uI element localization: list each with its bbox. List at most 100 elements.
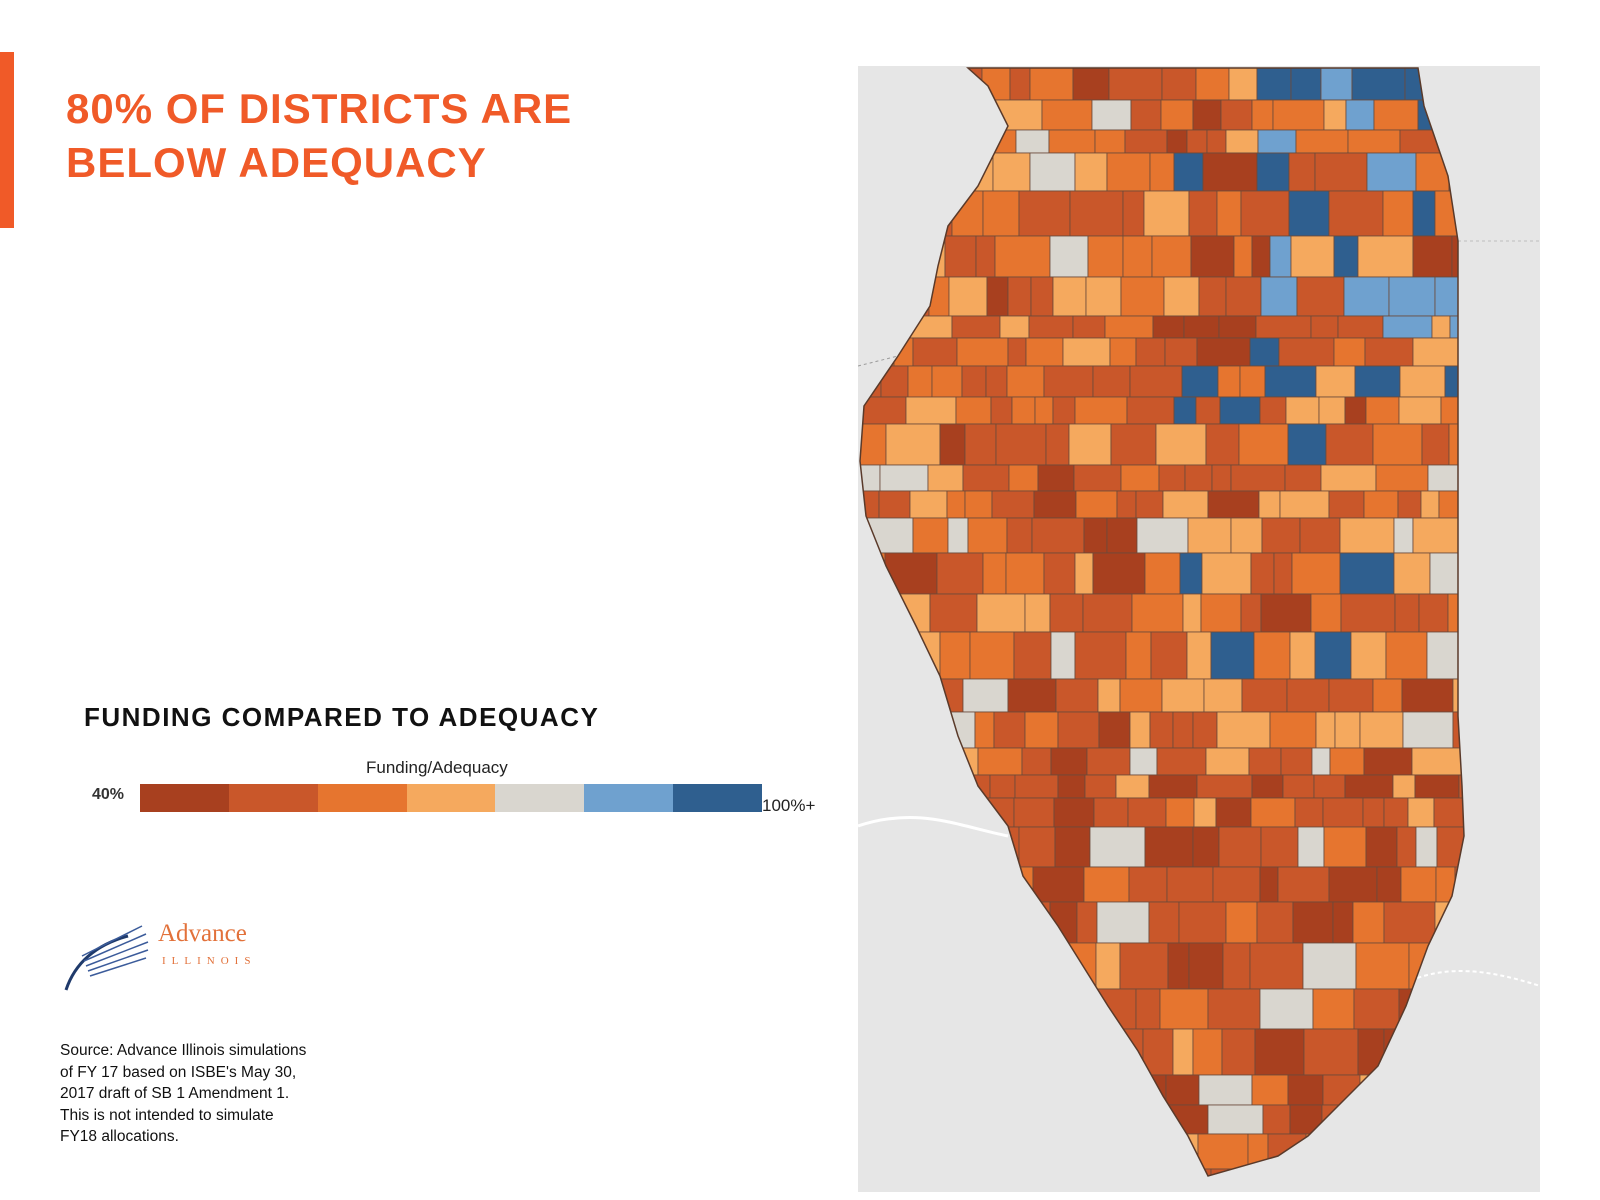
district [927,464,964,492]
district [1128,866,1168,903]
district [1024,593,1051,633]
district [1273,552,1293,595]
district [939,423,966,466]
legend-swatch-1 [140,784,229,812]
district [1172,711,1194,749]
district [1043,552,1076,595]
district [1083,866,1130,903]
district [1325,423,1374,466]
district [1412,517,1464,554]
district [1203,678,1243,713]
district [1393,517,1414,554]
district [931,365,963,398]
district [1160,99,1194,131]
district [1120,276,1165,317]
district [1120,464,1160,492]
district [1033,490,1077,519]
district [1207,988,1261,1030]
district [1018,190,1071,237]
district [1431,315,1451,339]
district [1110,423,1157,466]
district [1383,901,1436,944]
district [1363,747,1413,776]
district [1074,552,1094,595]
district [1143,190,1190,237]
district [1400,866,1437,903]
district [1043,365,1094,398]
district [1310,315,1339,339]
district [1359,711,1404,749]
district [1420,490,1440,519]
district [1148,901,1180,944]
district [1075,490,1118,519]
district [1228,68,1258,101]
district [969,631,1015,680]
district [982,190,1020,237]
district [1296,276,1345,317]
district [1155,423,1207,466]
district [1030,276,1054,317]
source-note: Source: Advance Illinois simulations of … [60,1042,307,1145]
legend-swatch-5 [495,784,585,812]
district [1048,129,1096,154]
district [1074,631,1127,680]
district [1073,464,1122,492]
district [1050,631,1076,680]
district [1269,235,1292,278]
district [1198,1074,1253,1106]
district [1376,866,1402,903]
district [1357,235,1414,278]
district [1200,593,1242,633]
district [1005,552,1045,595]
district [907,365,933,398]
district [955,396,992,425]
district [947,517,969,554]
district [1009,68,1031,101]
legend-min-label: 40% [92,786,125,803]
district [1287,423,1327,466]
district [1210,631,1255,680]
district [1250,797,1296,828]
district [999,315,1030,339]
district [1230,517,1263,554]
district [1053,797,1095,828]
district [1332,901,1354,944]
district [1108,68,1163,101]
district [1119,678,1163,713]
district [1333,235,1359,278]
district [1347,129,1401,154]
district [1211,464,1232,492]
district [1206,129,1227,154]
district [1225,901,1258,944]
district [1166,866,1214,903]
district [1328,678,1374,713]
district [1382,315,1433,339]
district [1201,552,1252,595]
district [1049,593,1084,633]
district [939,631,971,680]
district [1008,464,1039,492]
district [1167,942,1190,990]
district [1178,901,1227,944]
district [1186,631,1212,680]
district [964,490,993,519]
title-line-1: 80% OF DISTRICTS ARE [66,85,573,132]
district [1156,747,1207,776]
district [1093,797,1129,828]
district [1007,276,1032,317]
district [994,235,1051,278]
district [1205,423,1240,466]
district [1159,988,1209,1030]
district [1407,797,1435,828]
district [1013,797,1055,828]
district [1025,337,1064,367]
district [1230,464,1286,492]
district [1057,774,1086,799]
district [1402,711,1454,749]
district [1129,747,1158,776]
district [1186,129,1208,154]
page-title: 80% OF DISTRICTS ARE BELOW ADEQUACY [66,82,766,190]
district [1188,190,1218,237]
district [1184,464,1213,492]
district [1220,99,1253,131]
